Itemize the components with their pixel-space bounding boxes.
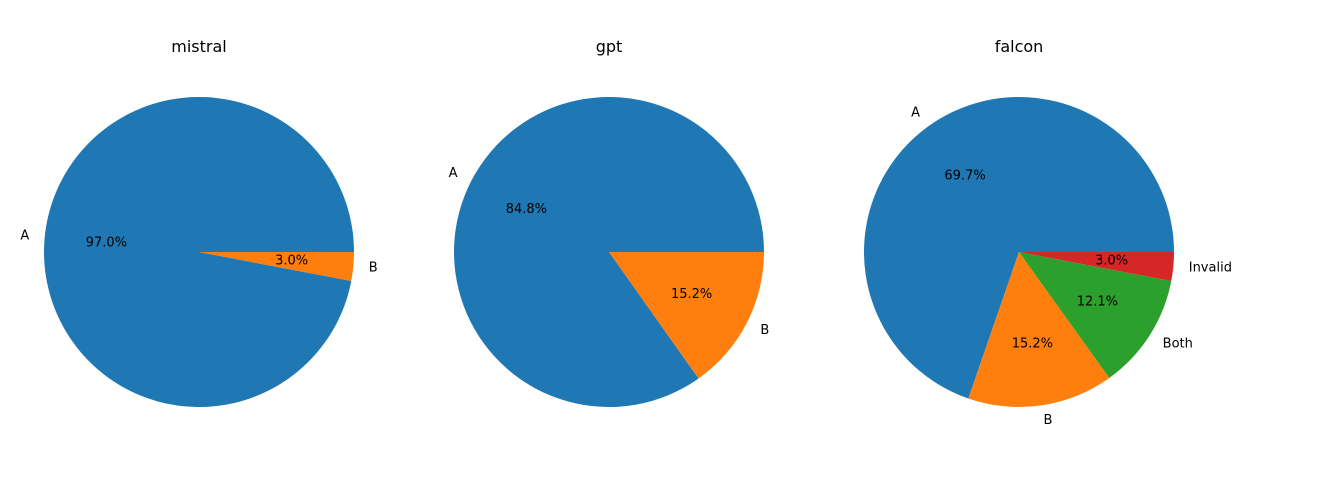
slice-label: A xyxy=(20,228,29,243)
slice-label: A xyxy=(911,106,920,121)
slice-label: B xyxy=(369,261,378,276)
chart-title: falcon xyxy=(995,37,1044,56)
pie-slice-b xyxy=(199,252,354,282)
pie-chart-gpt: gpt A 84.8% B 15.2% xyxy=(449,37,769,407)
pie-slice-a xyxy=(453,96,764,407)
slice-label: B xyxy=(760,323,769,338)
slice-label: A xyxy=(449,166,458,181)
pie-slice-b xyxy=(968,252,1110,407)
pie-slice-both xyxy=(1019,252,1172,378)
chart-title: mistral xyxy=(171,37,226,56)
slice-percent-label: 15.2% xyxy=(1012,337,1053,352)
pie-slice-a xyxy=(864,96,1174,399)
pie-slice-b xyxy=(609,252,764,379)
slice-percent-label: 15.2% xyxy=(671,287,712,302)
slice-percent-label: 3.0% xyxy=(275,253,308,268)
slice-percent-label: 12.1% xyxy=(1077,295,1118,310)
slice-label: B xyxy=(1044,413,1053,428)
pie-chart-falcon: falcon A 69.7% B 15.2% Both 12.1% Invalid 3.0% xyxy=(864,37,1232,428)
pie-slice-invalid xyxy=(1019,252,1174,282)
slice-percent-label: 84.8% xyxy=(506,202,547,217)
slice-percent-label: 97.0% xyxy=(86,236,127,251)
slice-percent-label: 69.7% xyxy=(944,169,985,184)
pie-slice-a xyxy=(43,96,355,407)
slice-percent-label: 3.0% xyxy=(1095,253,1128,268)
chart-title: gpt xyxy=(596,37,623,56)
slice-label: Invalid xyxy=(1189,261,1232,276)
slice-label: Both xyxy=(1163,336,1193,351)
pie-chart-mistral: mistral A 97.0% B 3.0% xyxy=(20,37,378,407)
